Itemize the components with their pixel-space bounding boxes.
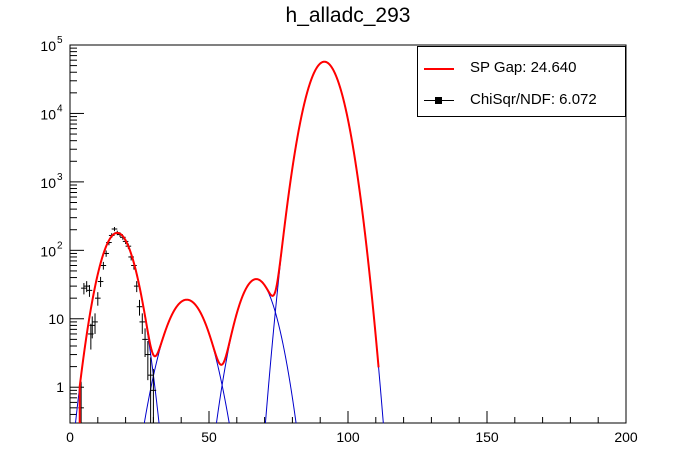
legend-label: ChiSqr/NDF: 6.072 <box>470 91 597 108</box>
y-tick-exponent: 4 <box>57 103 63 114</box>
y-tick-label: 10 <box>40 243 56 259</box>
fit-total <box>78 60 380 423</box>
y-tick-label: 10 <box>40 175 56 191</box>
legend-label: SP Gap: 24.640 <box>470 59 577 76</box>
y-tick-exponent: 5 <box>57 35 63 46</box>
y-tick-exponent: 3 <box>57 172 63 183</box>
legend-swatch-line <box>424 68 454 70</box>
y-tick-label: 10 <box>40 38 56 54</box>
x-tick-label: 100 <box>336 429 360 445</box>
histogram-points <box>78 226 157 423</box>
legend-item-chisqr: ChiSqr/NDF: 6.072 <box>418 89 625 113</box>
fit-total-line <box>78 60 380 423</box>
legend-marker-square <box>435 97 442 104</box>
x-axis: 0 50 100 150 200 <box>66 411 638 445</box>
legend: SP Gap: 24.640 ChiSqr/NDF: 6.072 <box>417 46 626 117</box>
legend-item-sp-gap: SP Gap: 24.640 <box>418 57 625 81</box>
y-tick-label: 10 <box>48 311 64 327</box>
fit-components <box>75 61 384 424</box>
x-tick-label: 0 <box>66 429 74 445</box>
x-tick-label: 150 <box>475 429 499 445</box>
fit-component-line <box>216 278 297 424</box>
y-tick-exponent: 2 <box>57 240 63 251</box>
y-tick-label: 1 <box>56 379 64 395</box>
x-tick-label: 50 <box>201 429 217 445</box>
x-tick-label: 200 <box>614 429 638 445</box>
chart-title: h_alladc_293 <box>285 4 411 27</box>
y-tick-label: 10 <box>40 106 56 122</box>
